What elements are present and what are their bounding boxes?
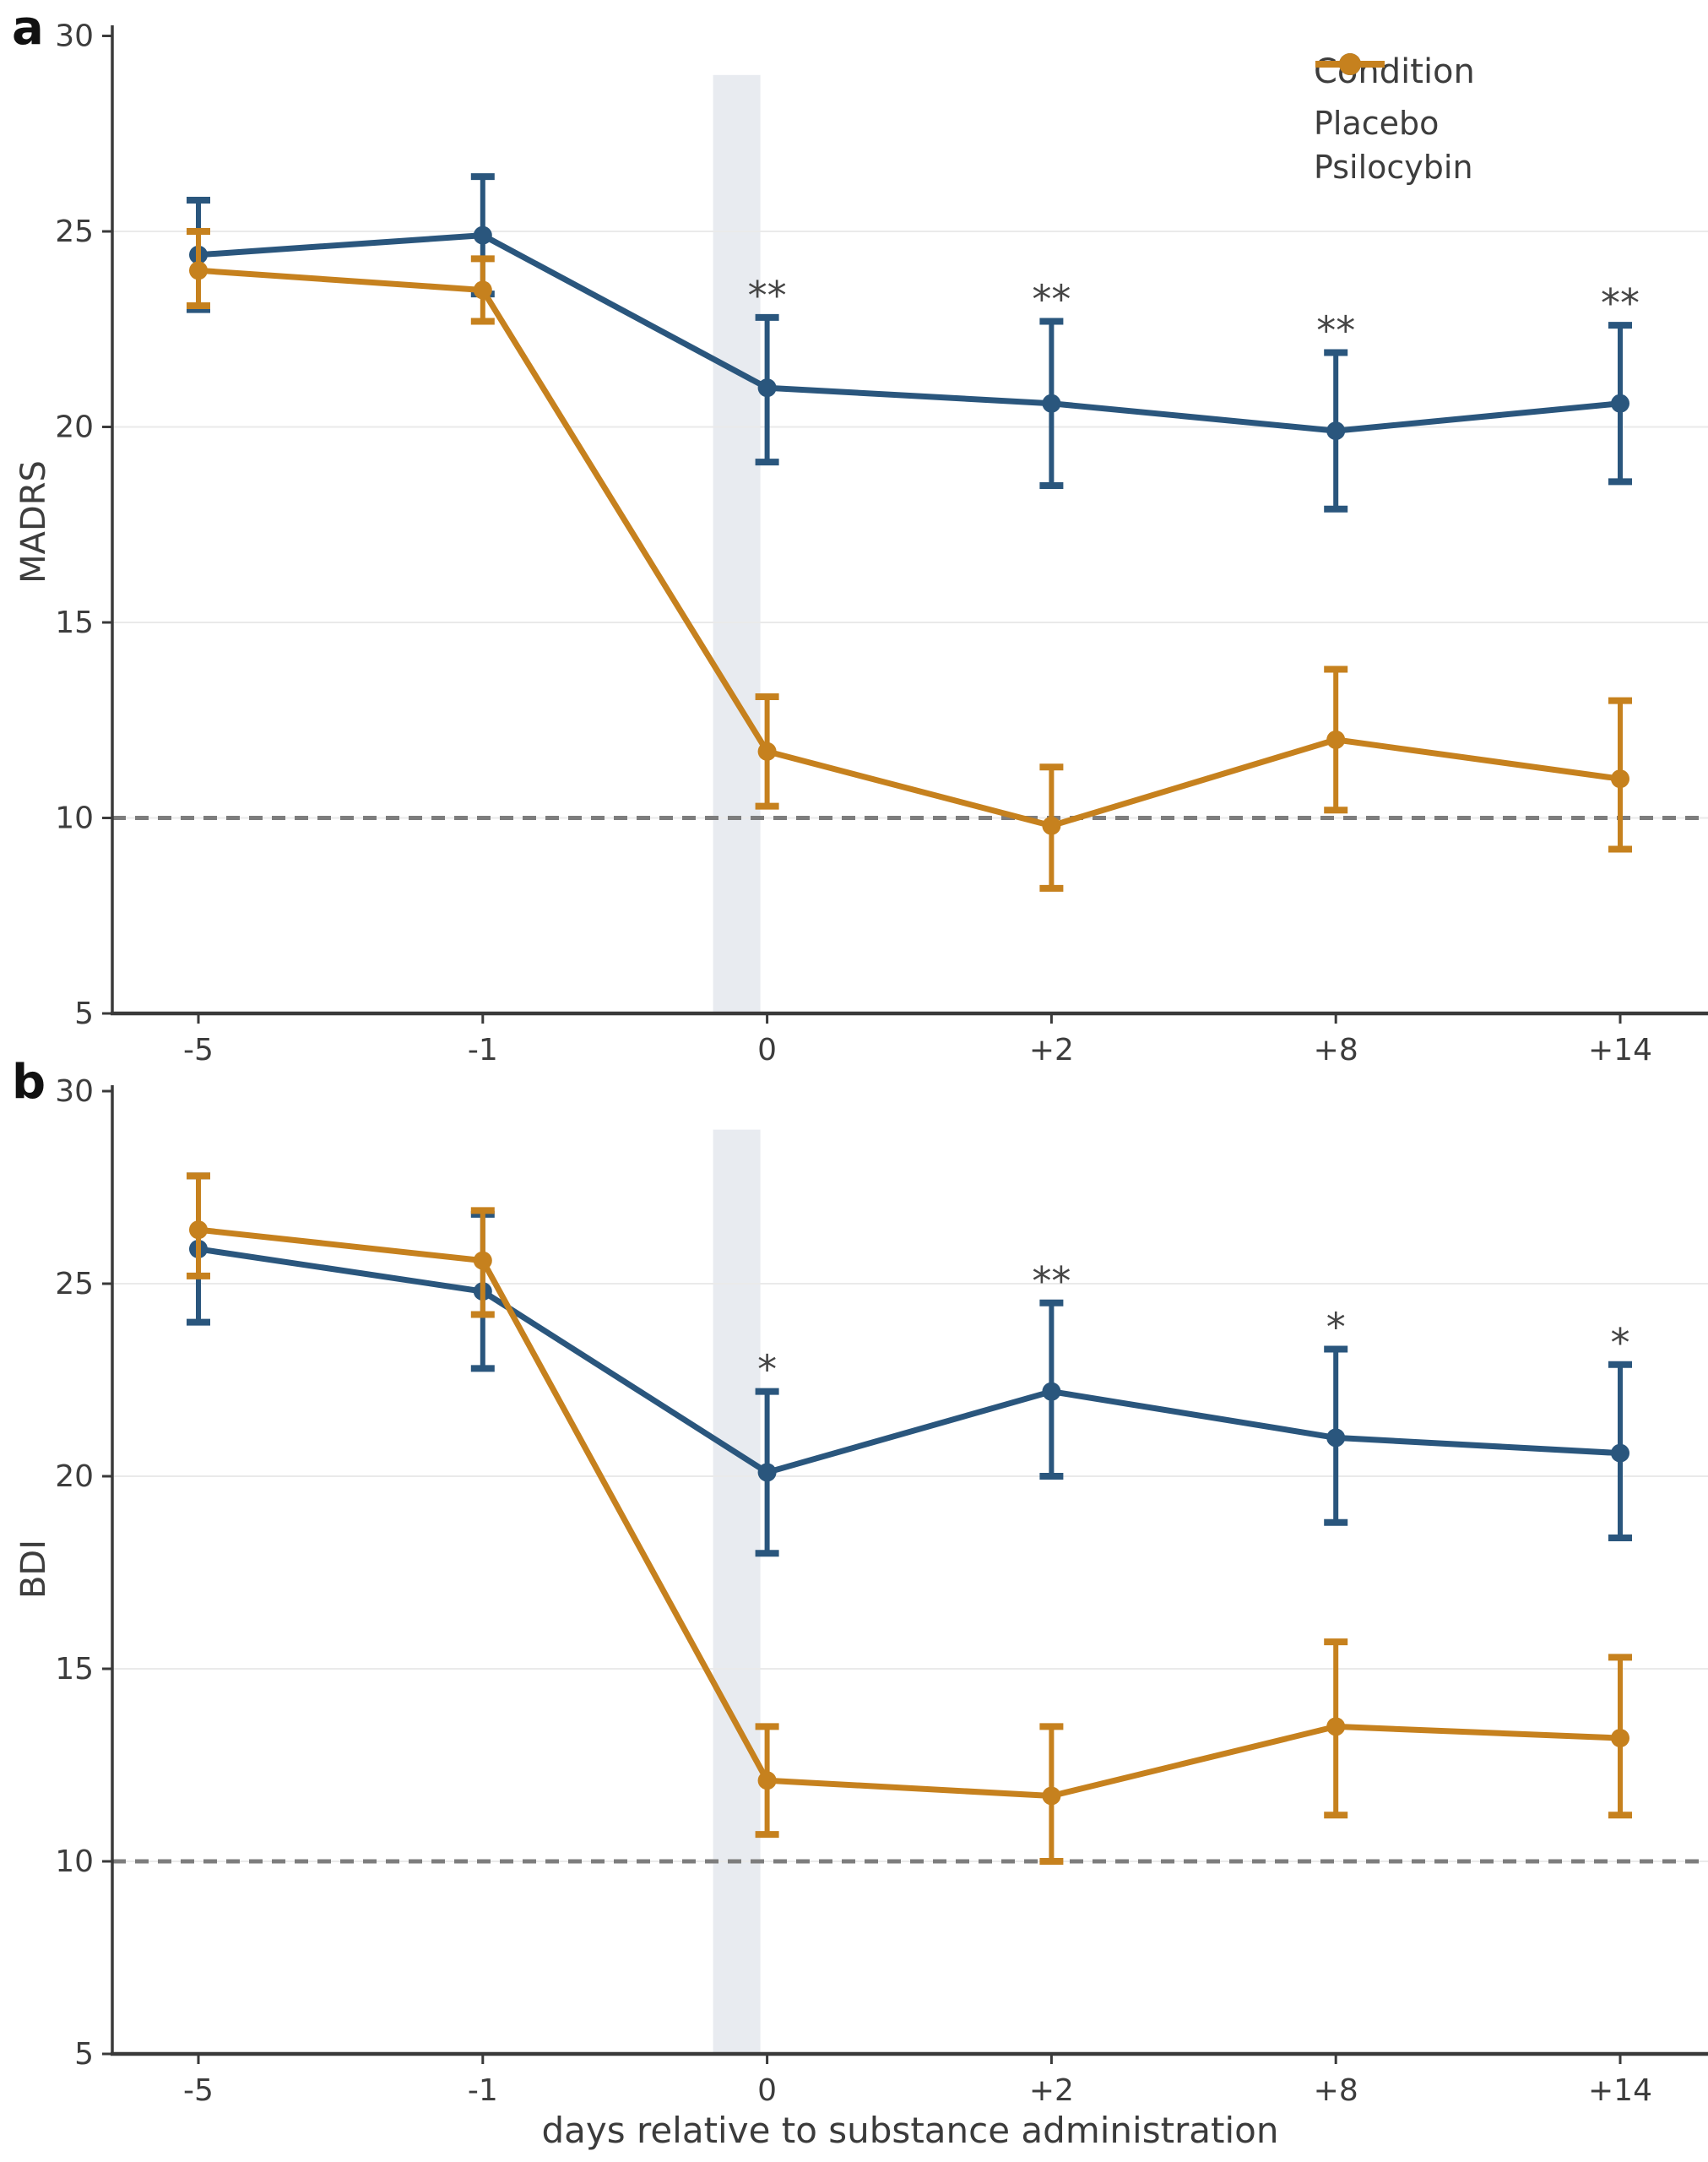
administration-band [713,1129,761,2054]
placebo-point-0 [757,378,777,398]
x-axis-title: days relative to substance administratio… [541,2110,1279,2151]
placebo-point--1 [473,225,492,245]
psilocybin-point--1 [473,1251,492,1270]
panel-a-series-psilocybin [187,228,1632,892]
panel-b-xtick-label-+14: +14 [1588,2073,1652,2108]
psilocybin-point-+8 [1326,730,1346,749]
panel-b-ytick-label-10: 10 [55,1844,94,1879]
panel-a-ytick-label-25: 25 [55,215,94,249]
placebo-line [198,1246,1621,1475]
panel-b-xtick-label-+8: +8 [1314,2073,1358,2108]
placebo-point-+8 [1326,1428,1346,1448]
panel-a-significance-+8: ** [1316,308,1355,354]
legend-item-label-psilocybin: Psilocybin [1314,149,1473,186]
panel-a-xtick-label--5: -5 [183,1033,214,1067]
legend-item-psilocybin: Psilocybin [1314,53,1475,189]
psilocybin-line [198,267,1621,829]
panel-a-significance-0: ** [748,273,787,318]
panel-a-xtick-label-0: 0 [757,1033,777,1067]
legend-item-label-placebo: Placebo [1314,105,1440,142]
psilocybin-point--5 [189,1220,208,1240]
panel-b-series-psilocybin [187,1172,1632,1865]
psilocybin-point-+2 [1042,1786,1061,1806]
panel-a-ytick-label-15: 15 [55,606,94,640]
psilocybin-point-0 [757,741,777,761]
psilocybin-line-swatch [1315,53,1385,75]
panel-b-xtick-label-0: 0 [757,2073,777,2108]
panel-b-series-placebo [187,1172,1632,1557]
panel-b-label: b [12,1055,46,1110]
panel-a-ytick-label-20: 20 [55,410,94,445]
panel-a-ytick-label-10: 10 [55,801,94,836]
panel-a-significance-+2: ** [1032,276,1071,322]
placebo-point-+2 [1042,1382,1061,1401]
panel-b-significance-+14: * [1611,1320,1630,1366]
panel-b-y-axis-title: BDI [14,1539,53,1600]
panel-b-xtick-label--5: -5 [183,2073,214,2108]
panel-b-ytick-label-20: 20 [55,1459,94,1494]
panel-a-series-placebo [187,173,1632,513]
panel-b-ytick-label-30: 30 [55,1074,94,1109]
legend-item-placebo: Placebo [1314,53,1475,145]
placebo-line [198,232,1621,434]
panel-a-xtick-label-+8: +8 [1314,1033,1358,1067]
panel-b-xtick-label-+2: +2 [1029,2073,1074,2108]
psilocybin-point--1 [473,280,492,300]
panel-b-significance-0: * [757,1347,777,1393]
administration-band [713,74,761,1013]
panel-a-xtick-label-+14: +14 [1588,1033,1652,1067]
panel-b-ytick-label-5: 5 [74,2037,94,2072]
placebo-point-+14 [1611,1443,1629,1463]
panel-a-y-axis-title: MADRS [14,460,53,584]
psilocybin-point-0 [757,1771,777,1790]
panel-a-xtick-label--1: -1 [468,1033,498,1067]
panel-b-ytick-label-25: 25 [55,1267,94,1301]
placebo-point-+8 [1326,421,1346,441]
psilocybin-point-+2 [1042,816,1061,835]
panel-b-xtick-label--1: -1 [468,2073,498,2108]
placebo-point-+2 [1042,394,1061,413]
panel-a-label: a [12,1,44,56]
panel-a-significance-+14: ** [1601,280,1640,326]
panel-a-ytick-label-5: 5 [74,997,94,1031]
panel-a-ytick-label-30: 30 [55,19,94,54]
psilocybin-point-+8 [1326,1717,1346,1736]
panel-b-significance-+2: ** [1032,1258,1071,1304]
placebo-point-0 [757,1463,777,1482]
psilocybin-point--5 [189,261,208,280]
panel-a-plot: 30 25 20 15 10 5 -5 -1 0 +2 +8 +14 ** ** ** ** [55,19,1708,1067]
legend: Condition Placebo Psilocybin [1314,52,1475,189]
psilocybin-point-+14 [1611,769,1629,789]
panel-b-significance-+8: * [1326,1305,1346,1350]
panel-b-ytick-label-15: 15 [55,1652,94,1687]
psilocybin-point-+14 [1611,1729,1629,1748]
panel-a-xtick-label-+2: +2 [1029,1033,1074,1067]
psilocybin-line [198,1226,1621,1799]
placebo-point-+14 [1611,394,1629,413]
